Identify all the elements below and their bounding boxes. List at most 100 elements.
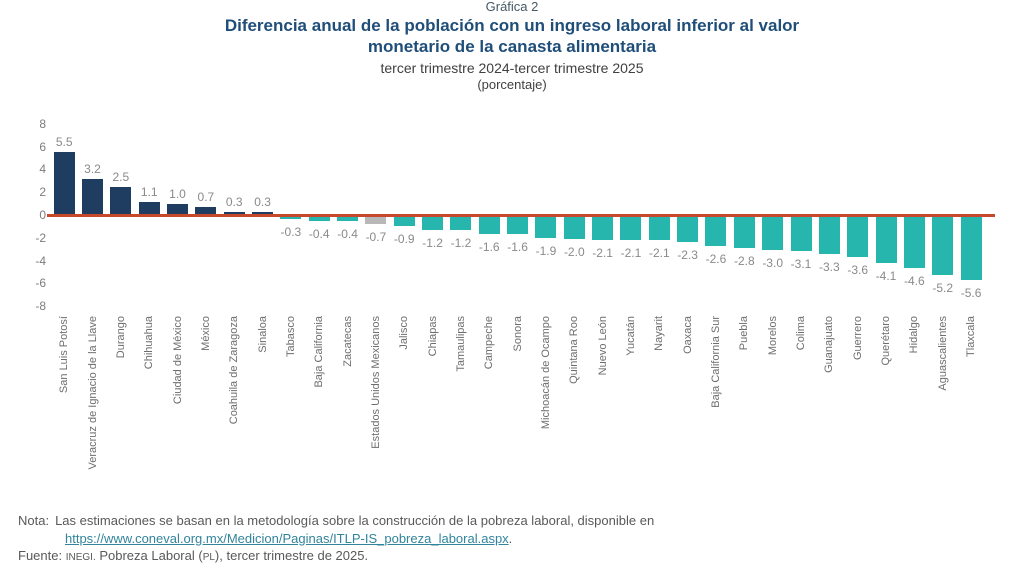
category-label-guanajuato: Guanajuato xyxy=(823,316,836,373)
bar-ciudad-de-mexico xyxy=(167,203,189,215)
bar-veracruz-de-ignacio-de-la-llave xyxy=(82,178,103,215)
nota-link-suffix: . xyxy=(508,530,513,546)
fuente-inegi: INEGI. xyxy=(65,552,96,563)
bar-value-morelos: -3.0 xyxy=(762,256,783,271)
bar-tamaulipas xyxy=(450,216,472,230)
y-axis: 8 6 4 2 0 -2 -4 -6 -8 xyxy=(20,115,46,315)
bar-san-luis-potosi xyxy=(53,152,75,215)
bar-value-nayarit: -2.1 xyxy=(648,245,670,260)
category-label-coahuila-de-zaragoza: Coahuila de Zaragoza xyxy=(228,316,241,425)
nota-text: Las estimaciones se basan en la metodolo… xyxy=(55,513,655,528)
zero-baseline xyxy=(47,214,995,217)
bar-nayarit xyxy=(648,216,670,240)
bar-value-oaxaca: -2.3 xyxy=(677,248,698,263)
fuente-pl: PL xyxy=(202,552,215,563)
chart-kicker: Gráfica 2 xyxy=(485,0,539,14)
bar-chiapas xyxy=(422,216,444,230)
bar-sonora xyxy=(507,216,529,235)
bar-baja-california-sur xyxy=(705,216,727,246)
bar-chihuahua xyxy=(138,202,160,215)
bar-estados-unidos-mexicanos xyxy=(365,216,387,224)
chart-subtitle: tercer trimestre 2024-tercer trimestre 2… xyxy=(380,60,644,76)
y-tick-2: 2 xyxy=(39,185,46,200)
category-label-estados-unidos-mexicanos: Estados Unidos Mexicanos xyxy=(369,316,382,449)
bar-chart-plot-area: 5.5 San Luis Potosí 3.2 Veracruz de Ignacio… xyxy=(47,115,995,500)
bar-value-durango: 2.5 xyxy=(112,169,130,184)
bar-value-campeche: -1.6 xyxy=(478,240,500,255)
category-label-hidalgo: Hidalgo xyxy=(908,316,921,354)
y-tick-8: 8 xyxy=(39,116,46,131)
bar-tlaxcala xyxy=(960,216,982,280)
category-label-chihuahua: Chihuahua xyxy=(143,316,156,370)
category-label-tlaxcala: Tlaxcala xyxy=(965,316,978,357)
category-label-guerrero: Guerrero xyxy=(851,316,864,361)
bar-value-tamaulipas: -1.2 xyxy=(450,235,472,250)
category-label-sinaloa: Sinaloa xyxy=(256,316,269,353)
bar-value-queretaro: -4.1 xyxy=(875,268,897,283)
category-label-veracruz-de-ignacio-de-la-llave: Veracruz de Ignacio de la Llave xyxy=(86,316,99,470)
fuente-paragraph: Fuente: INEGI. Pobreza Laboral (PL), ter… xyxy=(18,547,1008,567)
category-label-mexico: México xyxy=(199,316,212,351)
bar-value-mexico: 0.7 xyxy=(197,190,215,205)
category-label-sonora: Sonora xyxy=(511,316,524,352)
bar-colima xyxy=(790,216,812,252)
bar-value-baja-california: -0.4 xyxy=(308,226,330,241)
y-tick--6: -6 xyxy=(35,276,46,291)
category-label-yucatan: Yucatán xyxy=(624,316,637,356)
bar-value-zacatecas: -0.4 xyxy=(337,226,358,241)
bar-value-ciudad-de-mexico: 1.0 xyxy=(169,186,186,201)
bar-value-quintana-roo: -2.0 xyxy=(563,244,585,259)
chart-title: Diferencia anual de la población con un … xyxy=(0,15,1024,57)
bar-hidalgo xyxy=(903,216,925,269)
category-label-baja-california-sur: Baja California Sur xyxy=(709,316,722,408)
bar-sinaloa xyxy=(252,211,274,215)
bar-guanajuato xyxy=(818,216,840,254)
bar-durango xyxy=(110,186,132,215)
fuente-label: Fuente: xyxy=(18,548,63,563)
category-label-morelos: Morelos xyxy=(766,316,779,356)
bar-morelos xyxy=(762,216,784,251)
fuente-end: ), tercer trimestre de 2025. xyxy=(214,548,369,563)
bar-value-sinaloa: 0.3 xyxy=(254,194,271,209)
bar-nuevo-leon xyxy=(592,216,614,240)
category-label-ciudad-de-mexico: Ciudad de México xyxy=(171,316,184,405)
y-tick-0: 0 xyxy=(39,208,46,222)
bar-guerrero xyxy=(847,216,869,258)
category-label-jalisco: Jalisco xyxy=(398,316,411,350)
footer-notes: Nota: Las estimaciones se basan en la met… xyxy=(18,512,1008,567)
bar-oaxaca xyxy=(677,216,699,243)
category-label-san-luis-potosi: San Luis Potosí xyxy=(58,316,71,394)
bar-value-guerrero: -3.6 xyxy=(847,263,869,278)
bar-value-veracruz-de-ignacio-de-la-llave: 3.2 xyxy=(84,161,101,176)
bar-quintana-roo xyxy=(563,216,585,239)
methodology-link[interactable]: https://www.coneval.org.mx/Medicion/Pagi… xyxy=(65,530,509,546)
category-label-nuevo-leon: Nuevo León xyxy=(596,316,609,376)
bar-value-hidalgo: -4.6 xyxy=(904,274,925,289)
chart-unit: (porcentaje) xyxy=(477,77,547,92)
bar-value-chihuahua: 1.1 xyxy=(140,185,158,200)
bar-queretaro xyxy=(875,216,897,263)
bar-zacatecas xyxy=(337,216,359,221)
bar-campeche xyxy=(478,216,500,235)
chart-title-line1: Diferencia anual de la población con un … xyxy=(224,16,800,35)
bar-value-puebla: -2.8 xyxy=(733,253,755,268)
category-label-queretaro: Querétaro xyxy=(880,316,893,366)
category-label-puebla: Puebla xyxy=(738,316,751,351)
bar-value-coahuila-de-zaragoza: 0.3 xyxy=(225,194,243,209)
category-label-durango: Durango xyxy=(114,316,127,359)
y-tick--2: -2 xyxy=(35,230,46,245)
bar-value-aguascalientes: -5.2 xyxy=(932,281,954,296)
category-label-oaxaca: Oaxaca xyxy=(681,316,694,354)
bar-value-tabasco: -0.3 xyxy=(280,225,302,240)
bar-jalisco xyxy=(393,216,415,227)
bar-value-guanajuato: -3.3 xyxy=(819,259,840,274)
fuente-mid: Pobreza Laboral ( xyxy=(95,548,203,563)
y-tick-6: 6 xyxy=(39,139,46,154)
bar-yucatan xyxy=(620,216,642,240)
y-tick-4: 4 xyxy=(39,162,46,177)
bar-value-jalisco: -0.9 xyxy=(393,232,415,247)
chart-header: Gráfica 2 Diferencia anual de la poblaci… xyxy=(0,0,1024,93)
bar-value-chiapas: -1.2 xyxy=(422,235,443,250)
bar-aguascalientes xyxy=(932,216,954,276)
